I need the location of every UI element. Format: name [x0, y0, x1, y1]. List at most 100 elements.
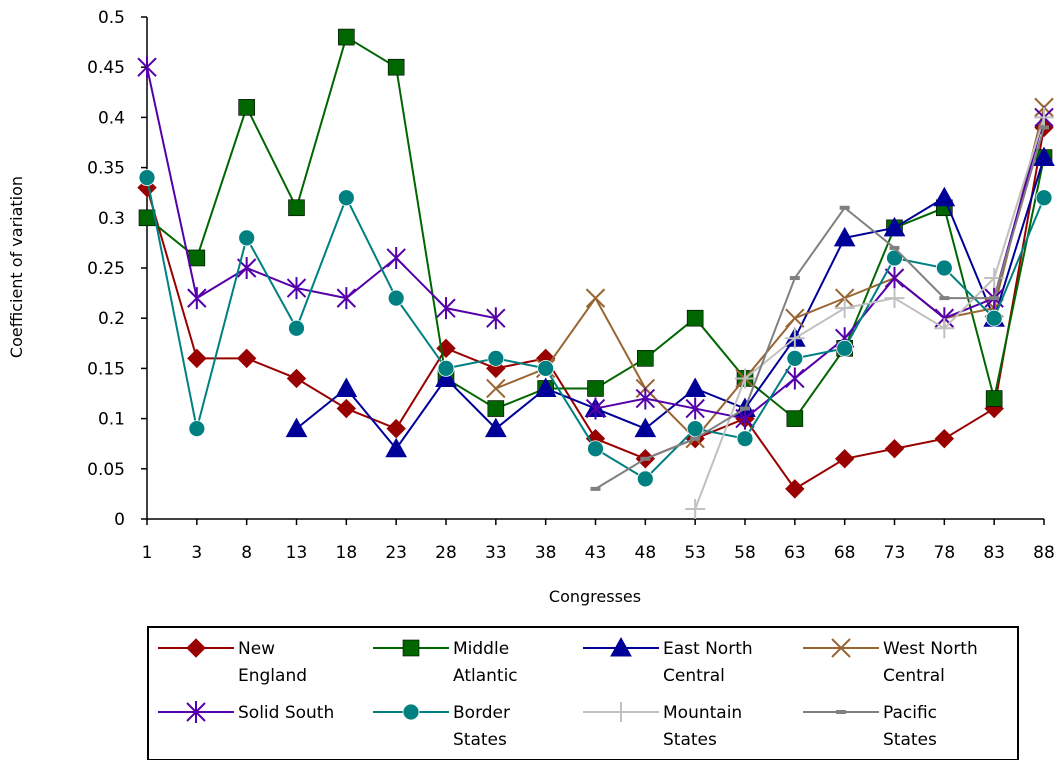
data-point-2-4 — [335, 377, 358, 397]
data-point-5-17 — [985, 309, 1003, 327]
data-point-4-7 — [486, 307, 506, 330]
data-point-7-15 — [889, 245, 900, 250]
data-point-5-4 — [337, 189, 355, 207]
data-point-7-13 — [789, 276, 800, 281]
y-tick-label: 0.4 — [98, 108, 125, 128]
data-point-1-2 — [238, 99, 255, 116]
data-point-4-11 — [685, 397, 705, 420]
data-point-2-6 — [435, 367, 457, 387]
data-point-0-5 — [386, 418, 406, 439]
data-point-6-12 — [735, 368, 755, 389]
x-tick-label: 23 — [385, 543, 407, 563]
y-tick-label: 0.05 — [87, 460, 125, 480]
data-point-3-13 — [785, 308, 805, 328]
data-point-2-14 — [833, 226, 856, 247]
y-tick-label: 0.35 — [87, 159, 125, 179]
data-point-2-5 — [385, 437, 408, 458]
data-point-5-8 — [537, 359, 555, 377]
x-tick-label: 78 — [934, 543, 956, 563]
data-point-1-11 — [686, 309, 704, 327]
legend-label-line2: England — [238, 666, 307, 686]
x-tick-label: 1 — [142, 543, 153, 563]
series-5 — [138, 169, 1053, 488]
y-tick-label: 0.45 — [87, 58, 125, 78]
x-tick-label: 33 — [485, 543, 507, 563]
data-point-4-13 — [785, 367, 805, 390]
legend-label-line1: Mountain — [663, 703, 742, 723]
data-point-6-18 — [1034, 107, 1054, 128]
legend-box — [147, 626, 1019, 760]
data-point-6-11 — [685, 498, 706, 519]
x-tick-label: 28 — [435, 543, 457, 563]
data-point-4-0 — [137, 56, 157, 79]
data-point-2-11 — [684, 377, 707, 397]
data-point-1-17 — [985, 390, 1003, 407]
data-point-legend-2 — [610, 636, 632, 657]
x-tick-label: 43 — [585, 543, 607, 563]
data-point-7-18 — [1039, 125, 1049, 130]
x-tick-label: 58 — [734, 543, 756, 563]
legend-label-line1: Border — [453, 703, 510, 723]
legend-item-4: Solid South — [158, 701, 334, 723]
y-tick-label: 0.1 — [98, 410, 125, 430]
data-point-2-15 — [883, 216, 906, 237]
legend-label-line1: Solid South — [238, 703, 334, 723]
data-point-4-1 — [187, 287, 207, 310]
data-point-1-1 — [188, 249, 206, 267]
x-tick-label: 68 — [834, 543, 856, 563]
data-point-0-15 — [884, 439, 905, 459]
data-point-1-5 — [387, 58, 405, 76]
data-point-5-14 — [836, 339, 854, 357]
data-point-5-2 — [238, 229, 256, 247]
data-point-5-11 — [686, 420, 704, 438]
data-point-4-6 — [436, 297, 456, 320]
data-point-0-2 — [236, 348, 257, 369]
data-point-1-13 — [786, 410, 804, 427]
data-point-legend-0 — [186, 638, 206, 658]
series-line — [594, 127, 1045, 490]
x-tick-label: 8 — [241, 543, 252, 563]
data-point-7-17 — [989, 296, 1000, 301]
legend-item-0: New England — [158, 638, 307, 686]
data-point-5-1 — [188, 420, 206, 438]
data-point-5-15 — [886, 249, 903, 267]
data-point-1-0 — [138, 209, 156, 227]
y-tick-label: 0.25 — [87, 259, 125, 279]
data-point-6-16 — [934, 318, 955, 339]
data-point-5-3 — [288, 319, 305, 337]
data-point-4-10 — [635, 387, 656, 410]
data-point-2-8 — [534, 377, 557, 397]
data-point-1-4 — [338, 28, 355, 46]
data-point-5-7 — [487, 349, 505, 367]
legend-label-line2: States — [453, 730, 507, 750]
series-0 — [137, 117, 1054, 499]
series-layer — [137, 28, 1055, 519]
data-point-2-16 — [933, 186, 956, 207]
legend-item-1: Middle Atlantic — [373, 639, 518, 686]
legend: New England Middle Atlantic East North Centra… — [147, 626, 1019, 760]
series-1 — [138, 28, 1053, 427]
data-point-5-12 — [736, 430, 754, 448]
data-point-2-18 — [1033, 146, 1055, 167]
y-tick-label: 0.2 — [98, 309, 125, 329]
x-tick-label: 38 — [535, 543, 557, 563]
data-point-5-9 — [587, 440, 604, 458]
data-point-legend-7 — [836, 710, 846, 714]
data-point-0-14 — [834, 449, 855, 469]
data-point-2-10 — [634, 417, 657, 438]
x-tick-label: 63 — [784, 543, 806, 563]
x-tick-label: 83 — [983, 543, 1005, 563]
y-tick-label: 0.15 — [87, 359, 125, 379]
data-point-1-3 — [288, 199, 305, 217]
x-tick-label: 88 — [1033, 543, 1055, 563]
legend-label-line1: Pacific — [883, 703, 937, 723]
x-axis-title: Congresses — [549, 587, 641, 606]
legend-label-line1: West North — [883, 639, 978, 659]
legend-label-line2: States — [663, 730, 717, 750]
series-line — [595, 117, 1045, 420]
data-point-0-1 — [187, 348, 207, 369]
data-point-2-7 — [484, 417, 507, 438]
series-line — [694, 117, 1045, 510]
y-tick-label: 0.3 — [98, 209, 125, 229]
